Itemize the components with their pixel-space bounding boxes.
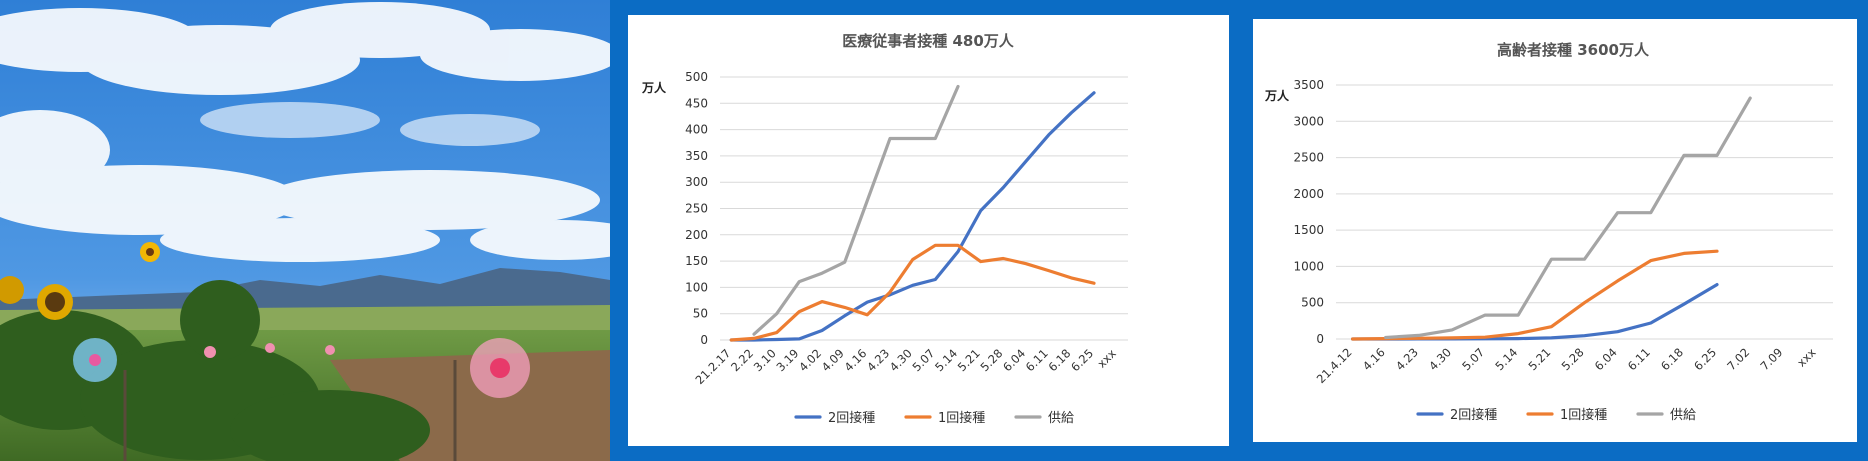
x-tick-label: 5.28 (1559, 345, 1587, 373)
y-tick-label: 0 (1316, 332, 1324, 346)
y-tick-label: 2000 (1293, 187, 1324, 201)
chart-panel-healthcare: 医療従事者接種 480万人 万人 0 50 100 150 200 250 300 350 40… (628, 15, 1229, 446)
y-tick-label: 3000 (1293, 114, 1324, 128)
x-tick-label: 4.30 (1426, 345, 1454, 373)
y-tick-label: 2500 (1293, 151, 1324, 165)
y-tick-label: 250 (685, 202, 708, 216)
legend-label: 2回接種 (828, 410, 875, 426)
series-line-2 (752, 84, 960, 336)
y-tick-label: 500 (1301, 296, 1324, 310)
legend: 2回接種 1回接種 供給 (794, 410, 1074, 426)
y-tick-label: 3500 (1293, 78, 1324, 92)
y-tick-label: 0 (700, 333, 708, 347)
x-tick-labels: 21.2.172.223.103.194.024.094.164.234.305… (693, 346, 1119, 387)
x-tick-label: 6.11 (1625, 345, 1653, 373)
chart-title: 高齢者接種 3600万人 (1497, 41, 1650, 59)
x-tick-label: 5.07 (1459, 345, 1487, 373)
y-tick-label: 1500 (1293, 223, 1324, 237)
x-tick-label: 6.18 (1045, 346, 1073, 374)
y-tick-label: 200 (685, 228, 708, 242)
x-tick-label: 21.2.17 (693, 346, 734, 387)
y-tick-label: 100 (685, 280, 708, 294)
series-lines (729, 84, 1096, 342)
y-tick-label: 350 (685, 149, 708, 163)
x-tick-label: 21.4.12 (1314, 345, 1355, 386)
x-tick-label: 3.10 (751, 346, 779, 374)
x-tick-label: 4.16 (1360, 345, 1388, 373)
chart-panel-elderly: 高齢者接種 3600万人 万人 0 500 1000 1500 2000 2500 3000… (1253, 19, 1857, 442)
x-tick-label: 6.04 (1592, 345, 1620, 373)
series-line-2 (1384, 96, 1752, 340)
x-tick-label: 6.25 (1068, 346, 1096, 374)
x-tick-label: xxx (1794, 345, 1818, 369)
x-tick-label: 7.09 (1757, 345, 1785, 373)
x-tick-label: 5.21 (955, 346, 983, 374)
x-tick-label: 6.11 (1023, 346, 1051, 374)
y-tick-label: 500 (685, 70, 708, 84)
series-line-0 (729, 91, 1096, 342)
y-tick-label: 1000 (1293, 259, 1324, 273)
x-tick-label: 4.16 (841, 346, 869, 374)
legend-label: 1回接種 (938, 410, 985, 426)
y-grid (720, 76, 1128, 341)
x-tick-label: 6.04 (1000, 346, 1028, 374)
legend: 2回接種 1回接種 供給 (1416, 407, 1696, 423)
x-tick-label: 4.23 (1393, 345, 1421, 373)
x-tick-label: 6.18 (1658, 345, 1686, 373)
legend-label: 供給 (1670, 408, 1696, 423)
series-lines (1351, 96, 1752, 341)
y-tick-labels: 0 500 1000 1500 2000 2500 3000 3500 (1293, 78, 1324, 346)
y-axis-unit-label: 万人 (1264, 88, 1290, 103)
x-tick-label: 5.21 (1525, 345, 1553, 373)
x-tick-label: 7.02 (1724, 345, 1752, 373)
x-tick-label: xxx (1094, 346, 1118, 370)
x-tick-labels: 21.4.12 4.16 4.23 4.30 5.07 5.14 5.21 5.28 6.04 6… (1314, 345, 1819, 386)
x-tick-label: 2.22 (728, 346, 756, 374)
x-tick-label: 5.07 (909, 346, 937, 374)
legend-label: 供給 (1048, 411, 1074, 426)
series-line-1 (1351, 249, 1719, 341)
legend-label: 1回接種 (1560, 407, 1607, 423)
y-grid (1336, 84, 1833, 340)
y-tick-label: 450 (685, 96, 708, 110)
legend-label: 2回接種 (1450, 407, 1497, 423)
y-tick-labels: 0 50 100 150 200 250 300 350 400 450 500 (685, 70, 708, 347)
x-tick-label: 4.09 (819, 346, 847, 374)
y-tick-label: 400 (685, 123, 708, 137)
x-tick-label: 4.23 (864, 346, 892, 374)
x-tick-label: 3.19 (773, 346, 801, 374)
landscape-photo (0, 0, 610, 461)
line-chart-elderly: 高齢者接種 3600万人 万人 0 500 1000 1500 2000 2500 3000… (1264, 41, 1833, 423)
chart-title: 医療従事者接種 480万人 (842, 32, 1015, 50)
x-tick-label: 4.02 (796, 346, 824, 374)
x-tick-label: 5.28 (977, 346, 1005, 374)
x-tick-label: 5.14 (932, 346, 960, 374)
y-tick-label: 150 (685, 254, 708, 268)
line-chart-healthcare: 医療従事者接種 480万人 万人 0 50 100 150 200 250 300 350 40… (641, 32, 1128, 426)
y-axis-unit-label: 万人 (641, 80, 667, 95)
series-line-1 (729, 243, 1096, 342)
y-tick-label: 300 (685, 175, 708, 189)
x-tick-label: 6.25 (1691, 345, 1719, 373)
x-tick-label: 4.30 (887, 346, 915, 374)
y-tick-label: 50 (693, 307, 708, 321)
x-tick-label: 5.14 (1492, 345, 1520, 373)
